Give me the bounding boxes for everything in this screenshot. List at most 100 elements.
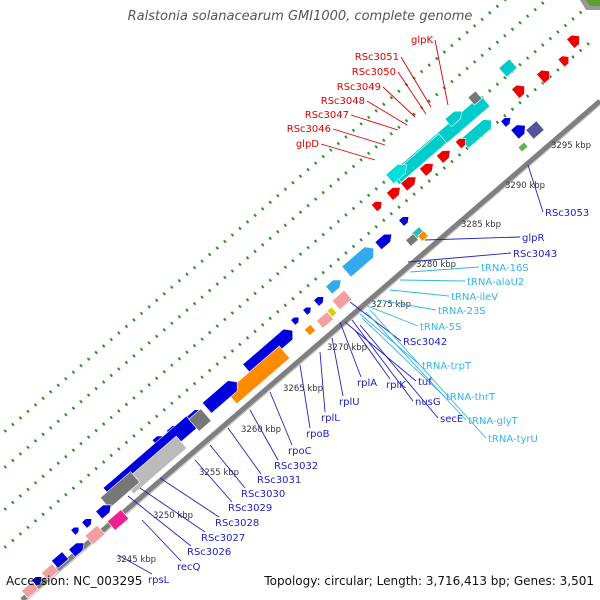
leader-line [359, 324, 439, 419]
leader-line [361, 317, 445, 397]
leader-line [159, 477, 220, 518]
gene-label: RSc3049 [337, 82, 381, 93]
gene-feature [201, 380, 238, 414]
label-leader-lines [117, 39, 544, 575]
gene-feature [84, 524, 106, 546]
gene-feature [566, 34, 580, 49]
leader-line [350, 114, 399, 131]
gene-label: secE [440, 414, 463, 425]
gene-label: rpsL [148, 575, 170, 586]
gene-feature [386, 187, 401, 201]
genome-backbone-line [20, 99, 600, 600]
gene-label: RSc3030 [241, 489, 285, 500]
gene-feature [81, 518, 93, 529]
gene-label: glpR [522, 233, 544, 244]
kbp-label: 3255 kbp [199, 468, 239, 478]
kbp-label: 3245 kbp [116, 555, 156, 565]
gene-label: RSc3031 [257, 475, 301, 486]
gene-feature [106, 509, 130, 531]
gene-feature [500, 117, 512, 128]
leader-line [366, 100, 408, 126]
gene-feature [303, 323, 317, 337]
kbp-label: 3275 kbp [371, 300, 411, 310]
gene-feature [467, 90, 483, 106]
gene-label: RSc3046 [287, 124, 331, 135]
gene-label: RSc3026 [187, 547, 231, 558]
gene-label: rplL [321, 413, 340, 424]
gene-feature [290, 316, 300, 326]
leader-line [354, 329, 391, 380]
gene-label: tRNA-glyT [468, 416, 519, 427]
leader-line [377, 299, 437, 311]
gene-feature [510, 124, 526, 140]
gene-feature [302, 306, 312, 316]
gene-feature [313, 296, 325, 307]
leader-line [409, 266, 480, 273]
gene-feature [557, 55, 570, 68]
gene-feature [316, 311, 334, 329]
leader-line [527, 164, 544, 213]
gene-label: RSc3053 [545, 208, 589, 219]
leader-line [389, 289, 450, 297]
gene-label: rplK [386, 380, 406, 391]
leader-line [397, 71, 427, 115]
gene-feature [536, 69, 550, 84]
end-marker-green [586, 0, 600, 6]
gene-feature [326, 306, 338, 318]
leader-line [407, 252, 512, 263]
gene-feature [188, 408, 212, 432]
gene-label: tRNA-23S [438, 306, 486, 317]
leader-line [331, 337, 344, 397]
gene-label: glpK [411, 35, 433, 46]
gene-feature [436, 150, 451, 164]
gene-feature [68, 542, 85, 558]
gene-feature [400, 176, 417, 192]
kbp-label: 3265 kbp [283, 384, 323, 394]
gene-feature [225, 345, 291, 405]
kbp-label: 3270 kbp [327, 343, 367, 353]
leader-line [400, 56, 432, 108]
leader-line [434, 39, 449, 106]
leader-line [319, 351, 326, 413]
gene-label: RSc3050 [352, 67, 396, 78]
gene-label: rplA [357, 378, 377, 389]
kbp-label: 3250 kbp [153, 511, 193, 521]
gene-feature [385, 163, 407, 185]
gene-feature [460, 119, 492, 149]
gene-feature [454, 137, 467, 150]
leader-line [351, 319, 414, 402]
gene-feature [21, 581, 39, 599]
leader-line [299, 364, 311, 429]
gene-label: RSc3032 [274, 461, 318, 472]
gene-feature [51, 551, 69, 569]
gene-label: rpoB [306, 429, 330, 440]
gene-feature [419, 163, 434, 177]
leader-line [209, 444, 246, 489]
gene-feature [95, 504, 112, 520]
leader-line [320, 143, 376, 161]
gene-label: tRNA-alaU2 [467, 277, 524, 288]
gene-feature [70, 526, 80, 536]
topology-text: Topology: circular; Length: 3,716,413 bp… [264, 574, 594, 588]
gene-feature [325, 279, 342, 295]
gene-label: tRNA-thrT [446, 392, 496, 403]
leader-line [382, 86, 416, 118]
leader-line [364, 304, 419, 327]
gene-feature [341, 246, 374, 278]
kbp-label: 3295 kbp [551, 141, 591, 151]
gene-label: RSc3051 [355, 52, 399, 63]
leader-line [359, 313, 421, 366]
gene-label: recQ [177, 562, 201, 573]
leader-line [339, 321, 362, 378]
gene-feature [525, 120, 545, 140]
gene-label: RSc3027 [201, 533, 245, 544]
gene-label: tRNA-5S [420, 322, 461, 333]
gene-feature [374, 233, 393, 251]
gene-label: RSc3043 [513, 249, 557, 260]
gene-features [21, 34, 580, 599]
gene-feature [31, 576, 43, 587]
gene-feature [417, 230, 429, 242]
leader-line [117, 554, 153, 575]
